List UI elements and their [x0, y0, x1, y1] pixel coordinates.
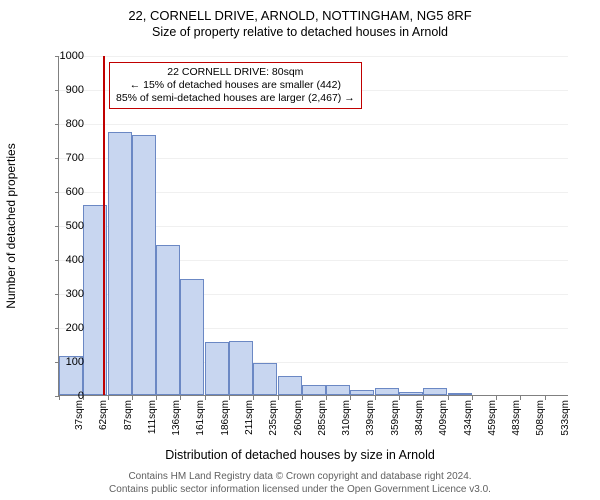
xtick-label: 508sqm	[535, 400, 546, 436]
histogram-bar	[278, 376, 302, 395]
histogram-bar	[448, 393, 472, 395]
xtick-mark	[545, 396, 546, 400]
xtick-mark	[278, 396, 279, 400]
xtick-label: 161sqm	[195, 400, 206, 436]
ytick-label: 900	[44, 84, 84, 96]
xtick-label: 339sqm	[365, 400, 376, 436]
footer-line-2: Contains public sector information licen…	[0, 483, 600, 496]
chart-title: 22, CORNELL DRIVE, ARNOLD, NOTTINGHAM, N…	[0, 0, 600, 25]
xtick-mark	[156, 396, 157, 400]
xtick-label: 37sqm	[74, 400, 85, 430]
ytick-label: 1000	[44, 50, 84, 62]
xtick-label: 186sqm	[220, 400, 231, 436]
xtick-label: 62sqm	[98, 400, 109, 430]
xtick-label: 211sqm	[244, 400, 255, 435]
ytick-label: 300	[44, 288, 84, 300]
xtick-label: 111sqm	[147, 400, 158, 434]
histogram-bar	[375, 388, 399, 395]
xtick-mark	[399, 396, 400, 400]
xtick-mark	[496, 396, 497, 400]
chart-subtitle: Size of property relative to detached ho…	[0, 25, 600, 45]
attribution-footer: Contains HM Land Registry data © Crown c…	[0, 470, 600, 496]
histogram-bar	[399, 392, 423, 395]
histogram-bar	[132, 135, 156, 395]
xtick-label: 483sqm	[511, 400, 522, 436]
gridline	[59, 56, 568, 57]
xtick-mark	[350, 396, 351, 400]
xtick-label: 235sqm	[268, 400, 279, 436]
histogram-bar	[253, 363, 277, 395]
ytick-label: 400	[44, 254, 84, 266]
plot-area: 37sqm62sqm87sqm111sqm136sqm161sqm186sqm2…	[58, 56, 568, 396]
histogram-bar	[302, 385, 326, 395]
xtick-mark	[326, 396, 327, 400]
xtick-mark	[180, 396, 181, 400]
ytick-label: 600	[44, 186, 84, 198]
xtick-mark	[448, 396, 449, 400]
ytick-label: 100	[44, 356, 84, 368]
histogram-bar	[350, 390, 374, 395]
histogram-bar	[180, 279, 204, 395]
xtick-label: 260sqm	[293, 400, 304, 436]
xtick-mark	[205, 396, 206, 400]
ytick-label: 500	[44, 220, 84, 232]
xtick-label: 136sqm	[171, 400, 182, 436]
y-axis-label: Number of detached properties	[4, 143, 18, 308]
xtick-label: 285sqm	[317, 400, 328, 436]
xtick-label: 434sqm	[463, 400, 474, 436]
annotation-box: 22 CORNELL DRIVE: 80sqm← 15% of detached…	[109, 62, 362, 109]
xtick-label: 533sqm	[560, 400, 571, 436]
annotation-line: ← 15% of detached houses are smaller (44…	[116, 79, 355, 92]
xtick-mark	[520, 396, 521, 400]
histogram-bar	[108, 132, 132, 396]
xtick-mark	[229, 396, 230, 400]
ytick-label: 700	[44, 152, 84, 164]
histogram-bar	[156, 245, 180, 395]
histogram-bar	[229, 341, 253, 395]
xtick-mark	[253, 396, 254, 400]
xtick-mark	[472, 396, 473, 400]
histogram-bar	[326, 385, 350, 395]
xtick-mark	[108, 396, 109, 400]
xtick-label: 310sqm	[341, 400, 352, 436]
xtick-label: 459sqm	[487, 400, 498, 436]
gridline	[59, 124, 568, 125]
histogram-bar	[205, 342, 229, 395]
footer-line-1: Contains HM Land Registry data © Crown c…	[0, 470, 600, 483]
xtick-mark	[423, 396, 424, 400]
x-axis-label: Distribution of detached houses by size …	[0, 448, 600, 462]
histogram-bar	[423, 388, 447, 395]
annotation-line: 22 CORNELL DRIVE: 80sqm	[116, 66, 355, 79]
histogram-plot: 37sqm62sqm87sqm111sqm136sqm161sqm186sqm2…	[58, 56, 568, 396]
xtick-label: 359sqm	[390, 400, 401, 436]
xtick-mark	[132, 396, 133, 400]
ytick-label: 0	[44, 390, 84, 402]
ytick-label: 200	[44, 322, 84, 334]
xtick-label: 384sqm	[414, 400, 425, 436]
xtick-label: 87sqm	[123, 400, 134, 430]
xtick-mark	[375, 396, 376, 400]
xtick-label: 409sqm	[438, 400, 449, 436]
annotation-line: 85% of semi-detached houses are larger (…	[116, 92, 355, 105]
chart-container: 22, CORNELL DRIVE, ARNOLD, NOTTINGHAM, N…	[0, 0, 600, 500]
property-marker-line	[103, 56, 105, 395]
ytick-label: 800	[44, 118, 84, 130]
xtick-mark	[302, 396, 303, 400]
